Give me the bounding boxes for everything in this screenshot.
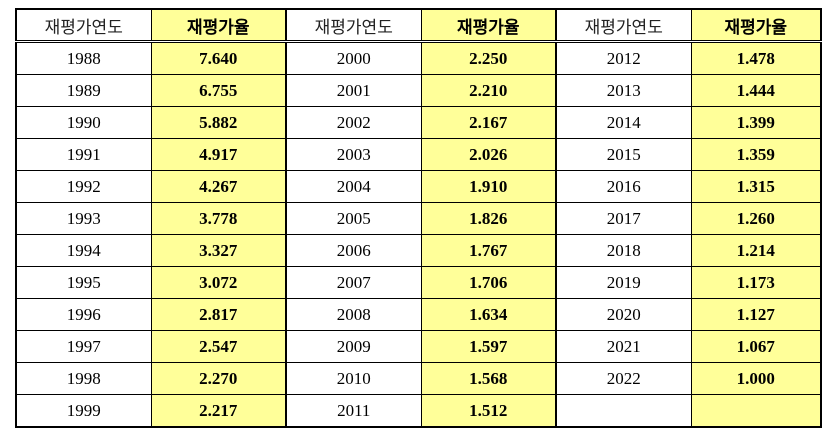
rate-cell: 1.826 [420,202,557,235]
table-row: 1989 6.755 2001 2.210 2013 1.444 [15,74,822,107]
table-row: 1992 4.267 2004 1.910 2016 1.315 [15,170,822,203]
rate-cell: 1.478 [690,41,822,75]
rate-cell: 3.778 [150,202,287,235]
rate-cell: 1.214 [690,234,822,267]
rate-cell: 1.910 [420,170,557,203]
rate-column-header: 재평가율 [420,8,557,43]
rate-cell: 1.444 [690,74,822,107]
table-row: 1999 2.217 2011 1.512 [15,394,822,428]
table-row: 1994 3.327 2006 1.767 2018 1.214 [15,234,822,267]
table-row: 1990 5.882 2002 2.167 2014 1.399 [15,106,822,139]
year-cell [555,394,692,428]
rate-cell: 2.210 [420,74,557,107]
year-cell: 1995 [15,266,152,299]
year-cell: 1989 [15,74,152,107]
rate-cell: 6.755 [150,74,287,107]
year-cell: 2020 [555,298,692,331]
year-cell: 2002 [285,106,422,139]
year-cell: 1988 [15,41,152,75]
rate-cell: 1.634 [420,298,557,331]
table-row: 1997 2.547 2009 1.597 2021 1.067 [15,330,822,363]
table-row: 1995 3.072 2007 1.706 2019 1.173 [15,266,822,299]
year-cell: 1992 [15,170,152,203]
year-cell: 1996 [15,298,152,331]
rate-cell: 1.067 [690,330,822,363]
year-cell: 2003 [285,138,422,171]
year-cell: 2011 [285,394,422,428]
rate-cell [690,394,822,428]
year-cell: 1998 [15,362,152,395]
rate-cell: 1.512 [420,394,557,428]
rate-cell: 2.026 [420,138,557,171]
rate-cell: 1.260 [690,202,822,235]
year-cell: 1993 [15,202,152,235]
year-column-header: 재평가연도 [555,8,692,43]
rate-cell: 1.568 [420,362,557,395]
rate-cell: 1.315 [690,170,822,203]
year-cell: 2015 [555,138,692,171]
rate-cell: 1.597 [420,330,557,363]
year-cell: 2022 [555,362,692,395]
year-cell: 2014 [555,106,692,139]
year-cell: 2008 [285,298,422,331]
rate-cell: 1.359 [690,138,822,171]
year-cell: 2004 [285,170,422,203]
year-cell: 2005 [285,202,422,235]
rate-cell: 7.640 [150,41,287,75]
year-cell: 2009 [285,330,422,363]
year-cell: 2010 [285,362,422,395]
year-cell: 1991 [15,138,152,171]
table-row: 1991 4.917 2003 2.026 2015 1.359 [15,138,822,171]
table-row: 1998 2.270 2010 1.568 2022 1.000 [15,362,822,395]
rate-cell: 2.250 [420,41,557,75]
rate-cell: 2.217 [150,394,287,428]
year-cell: 2018 [555,234,692,267]
year-cell: 2013 [555,74,692,107]
year-cell: 1999 [15,394,152,428]
rate-cell: 1.127 [690,298,822,331]
year-cell: 1994 [15,234,152,267]
year-cell: 1997 [15,330,152,363]
year-cell: 2000 [285,41,422,75]
year-cell: 2019 [555,266,692,299]
rate-cell: 3.327 [150,234,287,267]
rate-cell: 5.882 [150,106,287,139]
rate-cell: 4.917 [150,138,287,171]
rate-cell: 2.547 [150,330,287,363]
rate-cell: 2.167 [420,106,557,139]
rate-cell: 1.000 [690,362,822,395]
year-cell: 2006 [285,234,422,267]
table-row: 1988 7.640 2000 2.250 2012 1.478 [15,41,822,75]
year-cell: 2012 [555,41,692,75]
rate-cell: 1.399 [690,106,822,139]
year-column-header: 재평가연도 [285,8,422,43]
rate-column-header: 재평가율 [690,8,822,43]
table-row: 1996 2.817 2008 1.634 2020 1.127 [15,298,822,331]
year-column-header: 재평가연도 [15,8,152,43]
year-cell: 2016 [555,170,692,203]
rate-cell: 2.270 [150,362,287,395]
rate-cell: 2.817 [150,298,287,331]
table-row: 1993 3.778 2005 1.826 2017 1.260 [15,202,822,235]
rate-cell: 1.173 [690,266,822,299]
rate-column-header: 재평가율 [150,8,287,43]
year-cell: 2017 [555,202,692,235]
year-cell: 2007 [285,266,422,299]
year-cell: 2001 [285,74,422,107]
year-cell: 2021 [555,330,692,363]
year-cell: 1990 [15,106,152,139]
rate-cell: 4.267 [150,170,287,203]
rate-cell: 1.706 [420,266,557,299]
rate-cell: 3.072 [150,266,287,299]
rate-cell: 1.767 [420,234,557,267]
table-body: 1988 7.640 2000 2.250 2012 1.478 1989 6.755 2001… [15,41,822,428]
header-row: 재평가연도 재평가율 재평가연도 재평가율 재평가연도 재평가율 [15,8,822,43]
revaluation-rate-table: 재평가연도 재평가율 재평가연도 재평가율 재평가연도 재평가율 1988 7.6… [15,8,822,428]
